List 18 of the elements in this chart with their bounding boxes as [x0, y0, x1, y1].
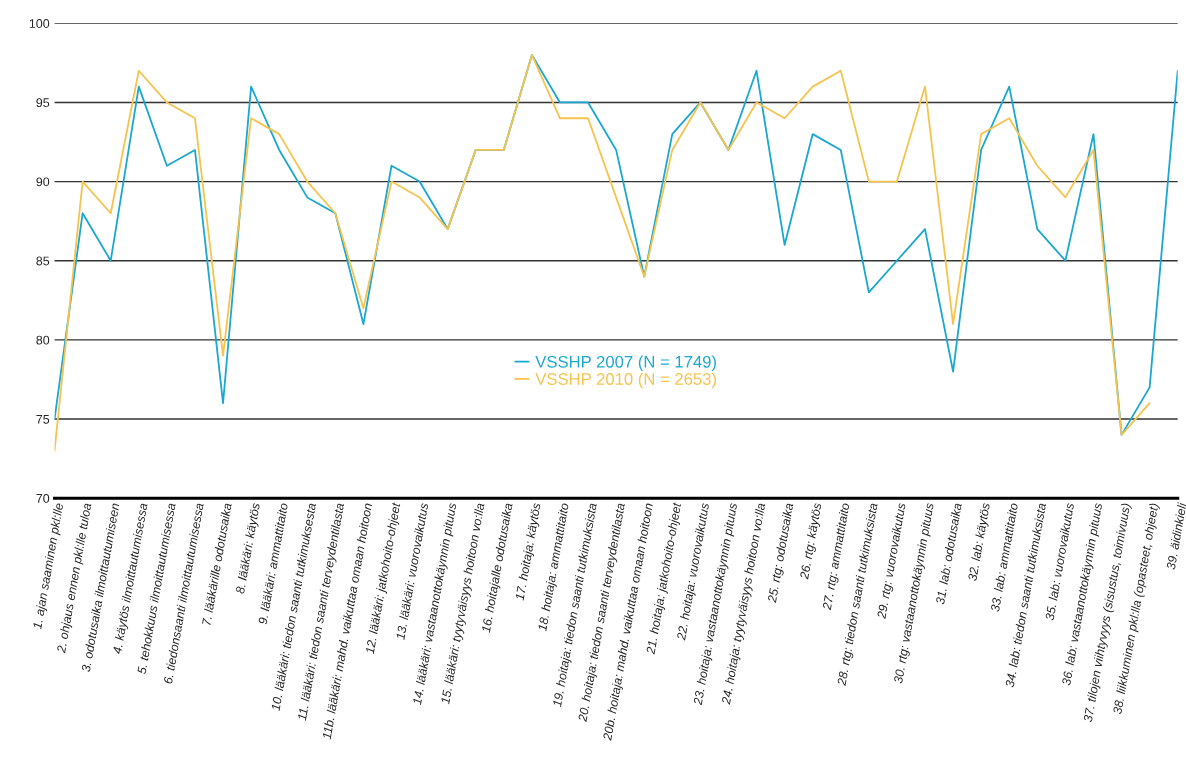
legend-label: VSSHP 2010 (N = 2653) [535, 372, 716, 389]
y-tick-label: 90 [36, 177, 50, 187]
y-tick-label: 95 [36, 98, 50, 108]
y-tick-label: 75 [36, 414, 50, 424]
x-tick-label: 33. lab: ammattitaito [990, 502, 1018, 613]
x-tick-label: 17. hoitaja: käytös [514, 502, 544, 602]
x-tick-label: 27. rtg: ammattitaito [821, 502, 852, 611]
x-tick-label: 32. lab: käytös [967, 502, 993, 582]
y-tick-label: 70 [36, 493, 50, 503]
y-tick-label: 85 [36, 256, 50, 266]
y-tick-label: 80 [36, 335, 50, 345]
x-tick-label: 39. äidinkieli [1166, 502, 1186, 570]
y-tick-label: 100 [29, 19, 50, 28]
x-tick-label: 8. lääkäri: käytös [235, 502, 263, 595]
x-tick-label: 25. rtg: odotusaika [767, 502, 796, 604]
legend-label: VSSHP 2007 (N = 1749) [535, 355, 716, 371]
x-tick-label: 31. lab: odotusaika [935, 502, 962, 605]
x-tick-label: 26. rtg: käytös [799, 502, 824, 580]
